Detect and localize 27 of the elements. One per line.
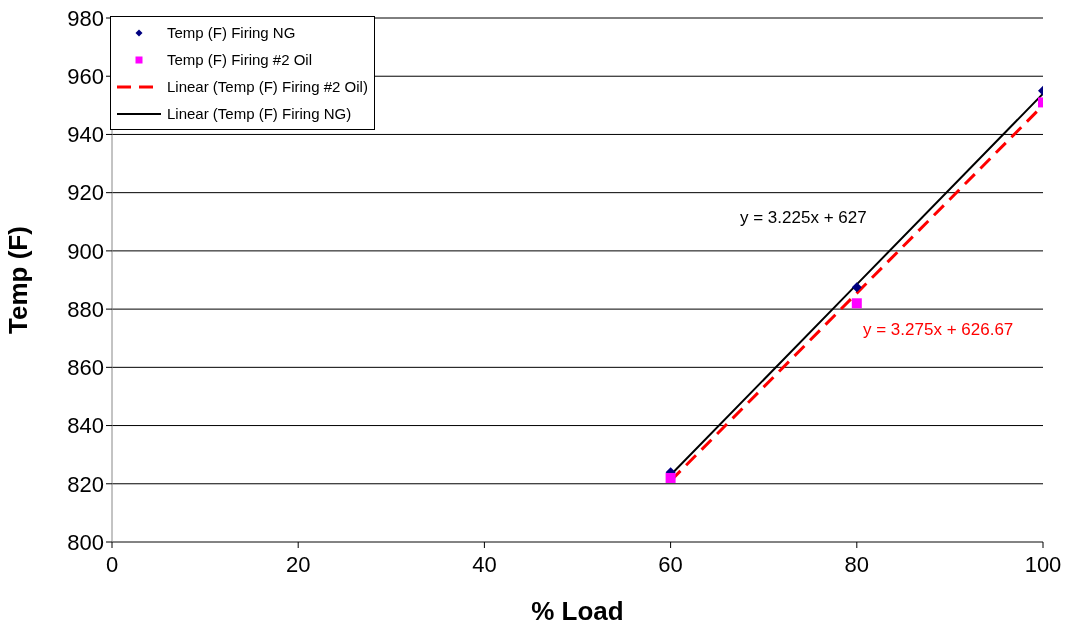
x-tick-label: 20 bbox=[285, 551, 311, 577]
y-tick-label: 880 bbox=[67, 296, 104, 322]
y-axis-title: Temp (F) bbox=[3, 226, 34, 334]
legend-label: Linear (Temp (F) Firing #2 Oil) bbox=[167, 78, 368, 95]
x-tick-label: 80 bbox=[844, 551, 870, 577]
legend-label: Temp (F) Firing #2 Oil bbox=[167, 51, 313, 68]
y-tick-label: 820 bbox=[67, 471, 104, 497]
x-tick-label: 0 bbox=[105, 551, 119, 577]
x-tick-label: 40 bbox=[472, 551, 497, 577]
x-axis-title: % Load bbox=[531, 596, 624, 626]
x-tick-label: 60 bbox=[658, 551, 683, 577]
point bbox=[851, 282, 862, 293]
point bbox=[665, 472, 676, 483]
y-tick-label: 940 bbox=[67, 122, 104, 148]
y-tick-label: 860 bbox=[67, 355, 104, 381]
y-tick-label: 840 bbox=[67, 413, 104, 439]
y-tick-label: 900 bbox=[67, 238, 104, 264]
annotation: y = 3.275x + 626.67 bbox=[863, 320, 1014, 340]
y-tick-label: 980 bbox=[67, 5, 104, 31]
y-tick-label: 800 bbox=[67, 529, 104, 555]
point bbox=[851, 298, 862, 309]
legend-label: Linear (Temp (F) Firing NG) bbox=[167, 105, 352, 122]
y-tick-label: 920 bbox=[67, 180, 104, 206]
annotation: y = 3.225x + 627 bbox=[740, 208, 867, 228]
x-tick-label: 100 bbox=[1024, 551, 1062, 577]
legend-label: Temp (F) Firing NG bbox=[167, 24, 296, 41]
y-tick-label: 960 bbox=[67, 64, 104, 90]
